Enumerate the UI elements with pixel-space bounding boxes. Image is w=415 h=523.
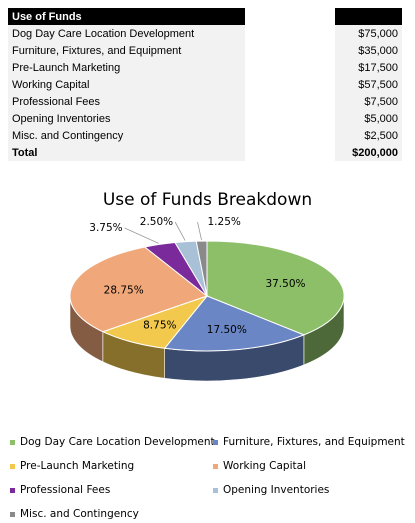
legend-label: Pre-Launch Marketing <box>20 460 135 472</box>
row-amount: $17,500 <box>334 59 402 76</box>
pie-slice <box>163 295 306 352</box>
table-row: Opening Inventories $5,000 <box>8 110 402 127</box>
leader-line <box>197 221 202 241</box>
row-label: Working Capital <box>8 76 245 93</box>
legend-swatch <box>213 463 218 469</box>
row-amount: $57,500 <box>334 76 402 93</box>
legend-label: Misc. and Contingency <box>20 508 139 520</box>
row-label: Professional Fees <box>8 93 245 110</box>
legend-item: Opening Inventories <box>213 484 329 496</box>
table-row: Furniture, Fixtures, and Equipment $35,0… <box>8 42 402 59</box>
table-row: Professional Fees $7,500 <box>8 93 402 110</box>
table-row: Misc. and Contingency $2,500 <box>8 127 402 144</box>
use-of-funds-table: Use of Funds Dog Day Care Location Devel… <box>8 8 402 161</box>
legend-label: Professional Fees <box>20 484 111 496</box>
legend-label: Opening Inventories <box>223 484 330 496</box>
legend-item: Pre-Launch Marketing <box>10 460 134 472</box>
row-label: Pre-Launch Marketing <box>8 59 245 76</box>
pie-slice <box>195 240 208 297</box>
total-amount: $200,000 <box>334 144 402 161</box>
legend-swatch <box>10 511 15 517</box>
row-amount: $35,000 <box>334 42 402 59</box>
table-header: Use of Funds <box>8 8 245 25</box>
row-amount: $7,500 <box>334 93 402 110</box>
row-amount: $75,000 <box>334 25 402 42</box>
legend-swatch <box>10 439 15 445</box>
legend-item: Dog Day Care Location Development <box>10 436 215 448</box>
legend-label: Dog Day Care Location Development <box>20 436 215 448</box>
data-label: 2.50% <box>140 216 173 228</box>
legend-label: Working Capital <box>223 460 306 472</box>
pie-slice <box>69 246 209 333</box>
data-label: 1.25% <box>208 216 241 228</box>
table-row: Dog Day Care Location Development $75,00… <box>8 25 402 42</box>
legend-item: Misc. and Contingency <box>10 508 139 520</box>
legend-item: Furniture, Fixtures, and Equipment <box>213 436 405 448</box>
legend-swatch <box>10 487 15 493</box>
data-label: 37.50% <box>265 278 305 290</box>
row-amount: $2,500 <box>334 127 402 144</box>
legend-swatch <box>213 439 218 445</box>
table-header-row: Use of Funds <box>8 8 402 25</box>
leader-line <box>124 227 159 244</box>
leader-line <box>174 221 186 241</box>
data-label: 17.50% <box>207 324 247 336</box>
data-label: 28.75% <box>104 284 144 296</box>
row-label: Furniture, Fixtures, and Equipment <box>8 42 245 59</box>
row-label: Misc. and Contingency <box>8 127 245 144</box>
legend-item: Professional Fees <box>10 484 110 496</box>
total-label: Total <box>8 144 245 161</box>
pie-slice <box>206 240 345 336</box>
data-label: 3.75% <box>89 222 122 234</box>
row-label: Opening Inventories <box>8 110 245 127</box>
legend-item: Working Capital <box>213 460 306 472</box>
table-row: Working Capital $57,500 <box>8 76 402 93</box>
row-amount: $5,000 <box>334 110 402 127</box>
data-label: 8.75% <box>143 319 176 331</box>
legend-swatch <box>213 487 218 493</box>
chart-title: Use of Funds Breakdown <box>102 190 313 210</box>
pie-chart: 37.50% 17.50% 8.75% 28.75% 3.75% 2.50% 1.25% <box>69 216 345 382</box>
row-label: Dog Day Care Location Development <box>8 25 245 42</box>
table-total-row: Total $200,000 <box>8 144 402 161</box>
legend-label: Furniture, Fixtures, and Equipment <box>223 436 405 448</box>
legend-swatch <box>10 463 15 469</box>
table-row: Pre-Launch Marketing $17,500 <box>8 59 402 76</box>
